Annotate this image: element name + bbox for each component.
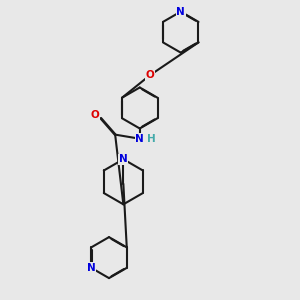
Text: O: O — [90, 110, 99, 120]
Text: N: N — [176, 7, 185, 16]
Text: N: N — [119, 154, 128, 164]
Text: N: N — [87, 263, 96, 273]
Text: O: O — [146, 70, 154, 80]
Text: H: H — [147, 134, 155, 144]
Text: N: N — [135, 134, 144, 144]
